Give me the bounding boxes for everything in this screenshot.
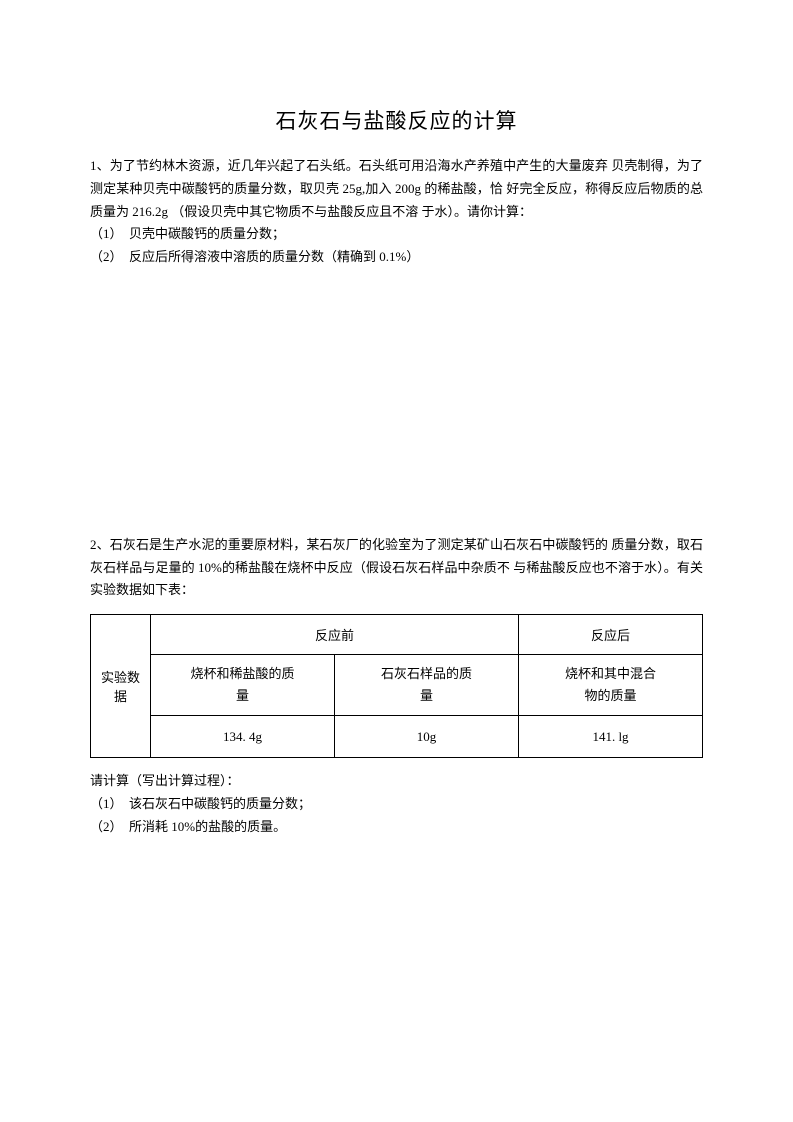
subheader-3: 烧杯和其中混合 物的质量 [519,655,703,716]
problem-1-text: 1、为了节约林木资源，近几年兴起了石头纸。石头纸可用沿海水产养殖中产生的大量废弃… [90,155,703,223]
data-table-container: 实验数据 反应前 反应后 烧杯和稀盐酸的质 量 石灰石样品的质 量 烧杯和其中混… [90,614,703,758]
sub1-line2: 量 [236,688,249,703]
problem-2-text: 2、石灰石是生产水泥的重要原材料，某石灰厂的化验室为了测定某矿山石灰石中碳酸钙的… [90,534,703,602]
page-title: 石灰石与盐酸反应的计算 [90,105,703,135]
problem-2-q2: （2） 所消耗 10%的盐酸的质量。 [90,816,703,839]
problem-2-q1: （1） 该石灰石中碳酸钙的质量分数； [90,793,703,816]
subheader-2: 石灰石样品的质 量 [335,655,519,716]
sub3-line2: 物的质量 [584,688,636,703]
table-row: 烧杯和稀盐酸的质 量 石灰石样品的质 量 烧杯和其中混合 物的质量 [91,655,703,716]
row-label-cell: 实验数据 [91,615,151,758]
value-1: 134. 4g [151,716,335,758]
sub2-line2: 量 [420,688,433,703]
work-space [90,269,703,534]
subheader-1: 烧杯和稀盐酸的质 量 [151,655,335,716]
problem-2-instruction: 请计算（写出计算过程）： [90,770,703,793]
problem-2-questions: 请计算（写出计算过程）： （1） 该石灰石中碳酸钙的质量分数； （2） 所消耗 … [90,770,703,838]
problem-2: 2、石灰石是生产水泥的重要原材料，某石灰厂的化验室为了测定某矿山石灰石中碳酸钙的… [90,534,703,602]
header-after-cell: 反应后 [519,615,703,655]
problem-1-q1: （1） 贝壳中碳酸钙的质量分数； [90,223,703,246]
sub2-line1: 石灰石样品的质 [381,666,472,681]
header-before-cell: 反应前 [151,615,519,655]
value-2: 10g [335,716,519,758]
problem-1: 1、为了节约林木资源，近几年兴起了石头纸。石头纸可用沿海水产养殖中产生的大量废弃… [90,155,703,269]
document-page: 石灰石与盐酸反应的计算 1、为了节约林木资源，近几年兴起了石头纸。石头纸可用沿海… [0,0,793,898]
problem-1-q2: （2） 反应后所得溶液中溶质的质量分数（精确到 0.1%） [90,246,703,269]
sub3-line1: 烧杯和其中混合 [565,666,656,681]
row-label-text: 实验数据 [101,670,140,704]
table-row: 实验数据 反应前 反应后 [91,615,703,655]
experiment-data-table: 实验数据 反应前 反应后 烧杯和稀盐酸的质 量 石灰石样品的质 量 烧杯和其中混… [90,614,703,758]
value-3: 141. lg [519,716,703,758]
table-row: 134. 4g 10g 141. lg [91,716,703,758]
sub1-line1: 烧杯和稀盐酸的质 [190,666,294,681]
